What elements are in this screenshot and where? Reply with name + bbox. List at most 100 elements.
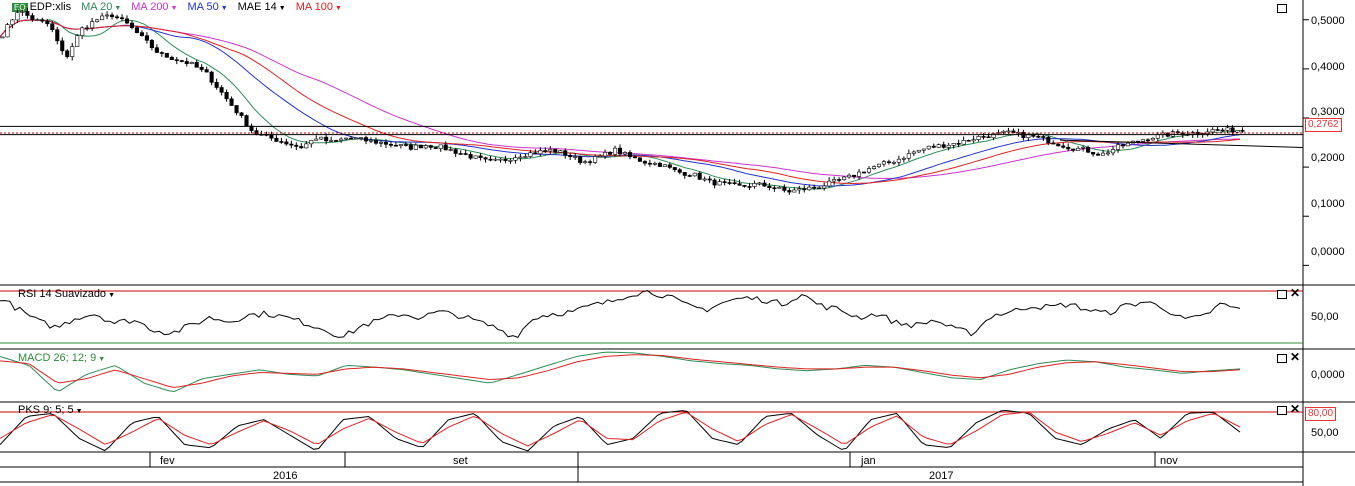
legend-ma20[interactable]: MA 20 ▼ [81,1,121,13]
candle-body [1106,152,1111,155]
candle-body [403,144,408,146]
candle-body [378,142,384,144]
close-icon[interactable]: ✕ [1290,350,1301,364]
chevron-down-icon[interactable]: ▼ [170,5,178,12]
legend-ma50[interactable]: MA 50 ▼ [188,1,228,13]
chevron-down-icon[interactable]: ▼ [220,5,228,12]
price-tick-label: 0,1000 [1311,198,1345,210]
candle-body [1110,149,1116,154]
chevron-down-icon[interactable]: ▼ [278,5,286,12]
candle-body [976,136,981,140]
candle-body [453,149,458,154]
candle-body [80,27,85,36]
candle-body [339,138,344,141]
candle-body [1140,139,1145,142]
candle-body [667,164,672,168]
candle-body [35,19,40,21]
candle-body [662,164,667,167]
candle-body [647,162,652,165]
candle-body [558,150,563,153]
candle-body [702,178,707,181]
chevron-down-icon[interactable]: ▼ [75,408,83,415]
candle-body [124,18,130,24]
maximize-icon[interactable] [1277,4,1287,13]
candle-body [473,155,478,159]
pks-level-badge: 80,00 [1305,407,1337,421]
candle-body [1071,148,1076,151]
candle-body [1145,139,1150,142]
candle-body [508,160,513,162]
symbol-tag: EQ [12,3,28,12]
legend-mae14[interactable]: MAE 14 ▼ [238,1,286,13]
candle-body [50,23,55,30]
candle-body [617,147,623,155]
candle-body [548,148,553,152]
candle-body [174,59,179,61]
candle-body [817,187,822,190]
maximize-icon[interactable] [1277,354,1287,363]
candle-body [194,62,199,68]
axes [149,19,1309,482]
rsi-label[interactable]: RSI 14 Suavizado ▼ [18,288,115,300]
price-tick-label: 0,4000 [1311,61,1345,73]
candle-body [717,181,722,186]
candle-body [861,171,867,174]
candle-body [926,145,931,150]
candle-body [324,136,329,142]
year-label: 2016 [273,470,298,482]
candle-body [488,158,493,161]
macd-label-text: MACD 26; 12; 9 [18,352,97,364]
candle-body [363,137,369,142]
chevron-down-icon[interactable]: ▼ [108,292,115,299]
candle-body [697,172,702,180]
candle-body [553,148,558,153]
legend-ma100-label: MA 100 [295,1,334,13]
candle-body [946,144,951,148]
candle-body [797,188,802,191]
candle-body [478,155,483,158]
close-icon[interactable]: ✕ [1290,286,1301,300]
candle-body [642,161,647,164]
candle-body [951,143,956,146]
candle-body [373,139,379,144]
candle-body [822,185,827,189]
candle-body [563,150,568,156]
maximize-icon[interactable] [1277,290,1287,299]
candle-body [289,143,294,146]
candle-body [189,62,194,64]
chevron-down-icon[interactable]: ▼ [98,356,106,363]
candle-body [916,149,921,153]
candle-body [906,153,911,159]
maximize-icon[interactable] [1277,406,1287,415]
macd-label[interactable]: MACD 26; 12; 9 ▼ [18,352,105,364]
price-tick-label: 0,5000 [1311,15,1345,27]
candle-body [772,187,777,190]
pks-label[interactable]: PKS 9; 5; 5 ▼ [18,404,83,416]
candle-body [583,161,588,163]
candle-body [304,143,309,149]
candle-body [533,152,538,155]
rsi-label-text: RSI 14 Suavizado [18,288,107,300]
chevron-down-icon[interactable]: ▼ [335,5,342,12]
candle-body [428,145,433,148]
chevron-down-icon[interactable]: ▼ [114,5,122,12]
legend-ma200[interactable]: MA 200 ▼ [131,1,177,13]
candle-body [842,176,847,181]
candle-body [578,156,583,163]
candle-body [871,166,877,169]
candle-body [682,172,687,176]
candle-body [65,50,70,57]
candle-body [991,133,996,139]
candle-body [229,98,234,106]
candle-body [45,20,50,25]
close-icon[interactable]: ✕ [1290,402,1301,416]
symbol-label[interactable]: EQ EDP:xlis [12,1,71,13]
candle-body [413,144,418,150]
candle-body [314,138,319,141]
candle-body [588,161,593,163]
candle-body [852,174,857,177]
candle-body [722,181,727,183]
legend-ma100[interactable]: MA 100 ▼ [296,1,342,13]
candle-body [727,182,732,184]
